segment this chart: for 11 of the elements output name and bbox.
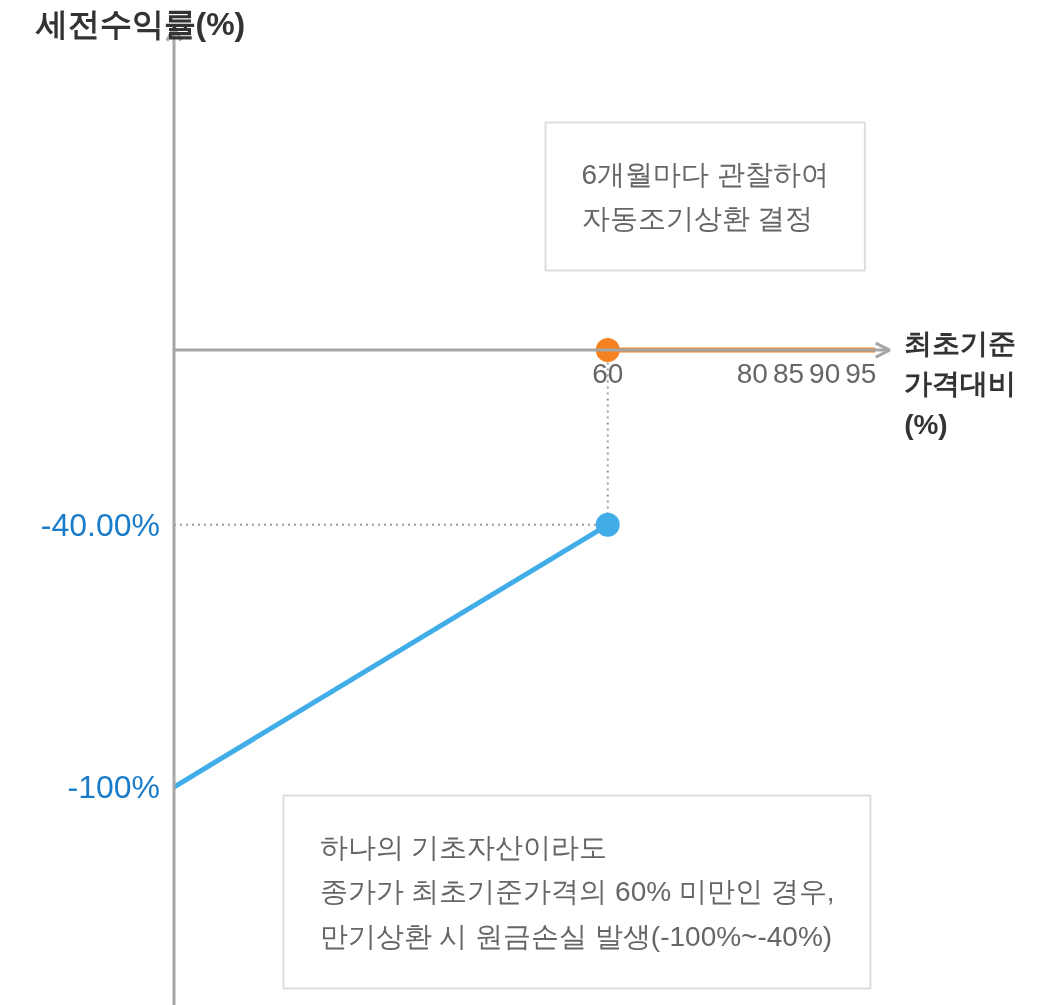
- y-tick-label: -40.00%: [40, 506, 160, 543]
- x-tick-label: 95: [845, 358, 877, 390]
- x-tick-label: 85: [772, 358, 805, 390]
- annotation: 하나의 기초자산이라도 종가가 최초기준가격의 60% 미만인 경우, 만기상환 시 원금손실 발생(-100%~-40%): [319, 831, 835, 953]
- y-tick-label: -100%: [67, 769, 160, 806]
- y-axis-title: 세전수익률(%): [34, 5, 246, 42]
- x-axis-title: 최초기준 가격대비 (%): [904, 328, 1017, 440]
- x-tick-label: 90: [809, 358, 841, 390]
- x-tick-label: 80: [736, 358, 768, 390]
- annotation: 6개월마다 관찰하여 자동조기상환 결정: [581, 158, 829, 235]
- x-tick-label: 60: [592, 358, 624, 390]
